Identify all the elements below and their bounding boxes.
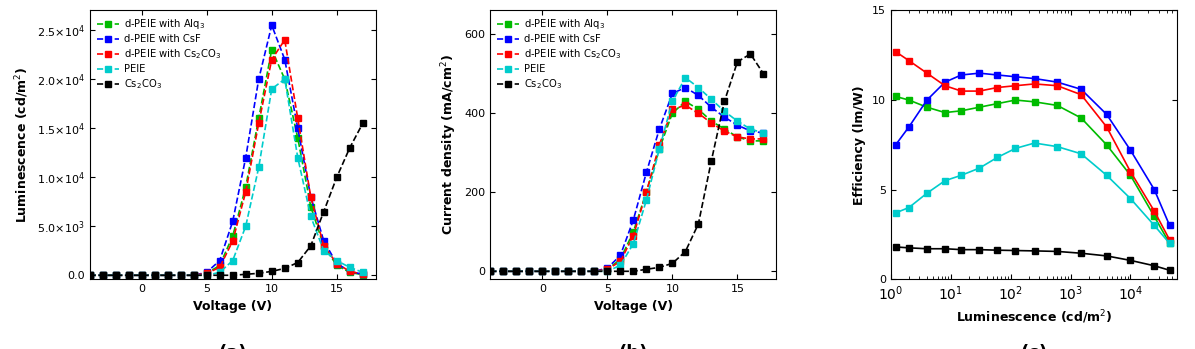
X-axis label: Voltage (V): Voltage (V) — [594, 300, 673, 313]
Text: (c): (c) — [1021, 344, 1048, 349]
X-axis label: Luminescence (cd/m$^2$): Luminescence (cd/m$^2$) — [956, 308, 1113, 326]
Y-axis label: Efficiency (lm/W): Efficiency (lm/W) — [853, 85, 866, 205]
Legend: d-PEIE with Alq$_3$, d-PEIE with CsF, d-PEIE with Cs$_2$CO$_3$, PEIE, Cs$_2$CO$_: d-PEIE with Alq$_3$, d-PEIE with CsF, d-… — [94, 15, 222, 93]
Text: (a): (a) — [219, 344, 247, 349]
X-axis label: Voltage (V): Voltage (V) — [194, 300, 272, 313]
Y-axis label: Luminescence (cd/m$^2$): Luminescence (cd/m$^2$) — [14, 67, 31, 223]
Text: (b): (b) — [619, 344, 648, 349]
Legend: d-PEIE with Alq$_3$, d-PEIE with CsF, d-PEIE with Cs$_2$CO$_3$, PEIE, Cs$_2$CO$_: d-PEIE with Alq$_3$, d-PEIE with CsF, d-… — [495, 15, 624, 93]
Y-axis label: Current density (mA/cm$^2$): Current density (mA/cm$^2$) — [439, 54, 459, 235]
